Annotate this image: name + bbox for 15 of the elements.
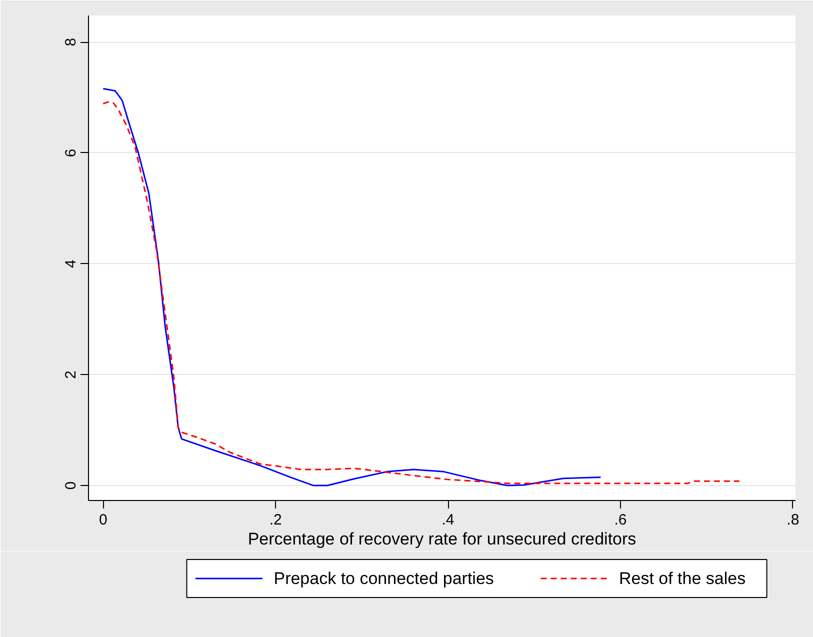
- x-tick-label: .4: [442, 512, 454, 528]
- x-tick-label: .6: [614, 512, 627, 528]
- x-tick-label: 0: [98, 512, 108, 528]
- y-tick-label: 6: [62, 148, 80, 158]
- line-series: [102, 88, 602, 486]
- y-tick-label: 2: [62, 370, 80, 379]
- y-tick-label: 0: [62, 481, 80, 490]
- x-axis-title: Percentage of recovery rate for unsecured creditors: [248, 530, 636, 548]
- y-tick-label: 8: [62, 38, 80, 46]
- x-tick-label: .8: [786, 512, 800, 528]
- x-tick-label: .2: [269, 512, 282, 528]
- line-series: [102, 101, 740, 484]
- legend-label: Prepack to connected parties: [274, 569, 494, 588]
- legend-label: Rest of the sales: [618, 569, 746, 588]
- y-tick-label: 4: [62, 260, 80, 268]
